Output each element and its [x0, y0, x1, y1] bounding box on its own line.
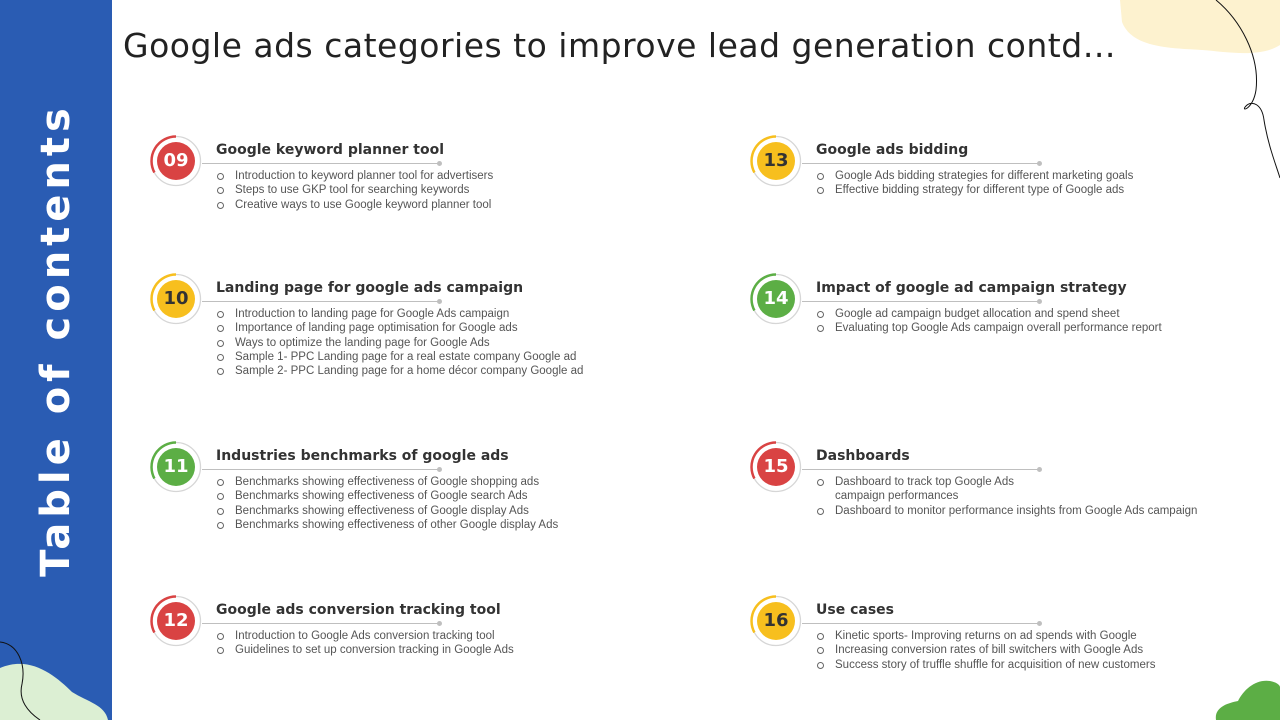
toc-subitems: Introduction to Google Ads conversion tr… [216, 629, 514, 658]
divider-line [202, 301, 440, 302]
sidebar-panel: Table of contents [0, 0, 112, 720]
toc-subitem: Evaluating top Google Ads campaign overa… [816, 321, 1162, 335]
divider-line [802, 301, 1040, 302]
divider-dot [1037, 299, 1042, 304]
toc-heading: Google ads bidding [816, 142, 969, 158]
toc-subitem: Steps to use GKP tool for searching keyw… [216, 183, 493, 197]
toc-heading: Dashboards [816, 448, 910, 464]
toc-subitems: Dashboard to track top Google Ads campai… [816, 475, 1197, 518]
toc-subitem: Guidelines to set up conversion tracking… [216, 643, 514, 657]
decorative-blob-top-right [1120, 0, 1280, 179]
badge-16: 16 [750, 595, 802, 647]
badge-ring-icon [150, 441, 202, 493]
badge-number: 10 [163, 288, 189, 309]
divider-dot [437, 467, 442, 472]
badge-ring-icon [150, 595, 202, 647]
toc-subitem: Ways to optimize the landing page for Go… [216, 336, 583, 350]
divider-line [202, 623, 440, 624]
toc-heading: Google keyword planner tool [216, 142, 445, 158]
divider-line [802, 469, 1040, 470]
toc-subitem: Increasing conversion rates of bill swit… [816, 643, 1155, 657]
badge-13: 13 [750, 135, 802, 187]
toc-subitem: Benchmarks showing effectiveness of Goog… [216, 489, 558, 503]
decorative-blob-bottom-right [1215, 680, 1280, 720]
badge-ring-icon [750, 441, 802, 493]
divider-line [202, 469, 440, 470]
badge-09: 09 [150, 135, 202, 187]
toc-subitem: Importance of landing page optimisation … [216, 321, 583, 335]
toc-subitem: Benchmarks showing effectiveness of Goog… [216, 475, 558, 489]
badge-number: 15 [763, 456, 789, 477]
badge-number: 16 [763, 610, 789, 631]
divider-line [202, 163, 440, 164]
toc-subitem: Introduction to Google Ads conversion tr… [216, 629, 514, 643]
badge-number: 13 [763, 150, 789, 171]
badge-12: 12 [150, 595, 202, 647]
badge-ring-icon [150, 135, 202, 187]
toc-subitem: Introduction to landing page for Google … [216, 307, 583, 321]
toc-subitem: Dashboard to track top Google Ads campai… [816, 475, 1035, 504]
badge-ring-icon [750, 135, 802, 187]
decorative-blob-bottom-left [0, 641, 108, 720]
sidebar-title: Table of contents [33, 103, 79, 577]
badge-number: 12 [163, 610, 189, 631]
toc-subitem: Benchmarks showing effectiveness of othe… [216, 518, 558, 532]
divider-dot [1037, 161, 1042, 166]
toc-heading: Use cases [816, 602, 894, 618]
divider-dot [437, 621, 442, 626]
divider-line [802, 163, 1040, 164]
page-title: Google ads categories to improve lead ge… [123, 26, 1117, 65]
toc-heading: Landing page for google ads campaign [216, 280, 524, 296]
toc-subitem: Benchmarks showing effectiveness of Goog… [216, 504, 558, 518]
toc-subitem: Google ad campaign budget allocation and… [816, 307, 1162, 321]
divider-line [802, 623, 1040, 624]
divider-dot [437, 161, 442, 166]
badge-ring-icon [750, 273, 802, 325]
toc-subitem: Effective bidding strategy for different… [816, 183, 1133, 197]
toc-subitem: Introduction to keyword planner tool for… [216, 169, 493, 183]
toc-subitems: Introduction to landing page for Google … [216, 307, 583, 378]
toc-subitem: Success story of truffle shuffle for acq… [816, 658, 1155, 672]
badge-14: 14 [750, 273, 802, 325]
toc-heading: Industries benchmarks of google ads [216, 448, 509, 464]
toc-subitems: Google Ads bidding strategies for differ… [816, 169, 1133, 198]
toc-subitem: Sample 2- PPC Landing page for a home dé… [216, 364, 583, 378]
badge-11: 11 [150, 441, 202, 493]
badge-ring-icon [750, 595, 802, 647]
toc-subitem: Kinetic sports- Improving returns on ad … [816, 629, 1155, 643]
badge-15: 15 [750, 441, 802, 493]
toc-subitem: Creative ways to use Google keyword plan… [216, 198, 493, 212]
divider-dot [1037, 621, 1042, 626]
badge-10: 10 [150, 273, 202, 325]
divider-dot [437, 299, 442, 304]
toc-subitems: Google ad campaign budget allocation and… [816, 307, 1162, 336]
badge-number: 11 [163, 456, 189, 477]
toc-subitem: Google Ads bidding strategies for differ… [816, 169, 1133, 183]
badge-number: 14 [763, 288, 789, 309]
toc-subitems: Introduction to keyword planner tool for… [216, 169, 493, 212]
toc-subitems: Benchmarks showing effectiveness of Goog… [216, 475, 558, 532]
badge-number: 09 [163, 150, 189, 171]
toc-heading: Impact of google ad campaign strategy [816, 280, 1127, 296]
toc-subitems: Kinetic sports- Improving returns on ad … [816, 629, 1155, 672]
divider-dot [1037, 467, 1042, 472]
toc-subitem: Dashboard to monitor performance insight… [816, 504, 1197, 518]
toc-subitem: Sample 1- PPC Landing page for a real es… [216, 350, 583, 364]
badge-ring-icon [150, 273, 202, 325]
toc-heading: Google ads conversion tracking tool [216, 602, 501, 618]
